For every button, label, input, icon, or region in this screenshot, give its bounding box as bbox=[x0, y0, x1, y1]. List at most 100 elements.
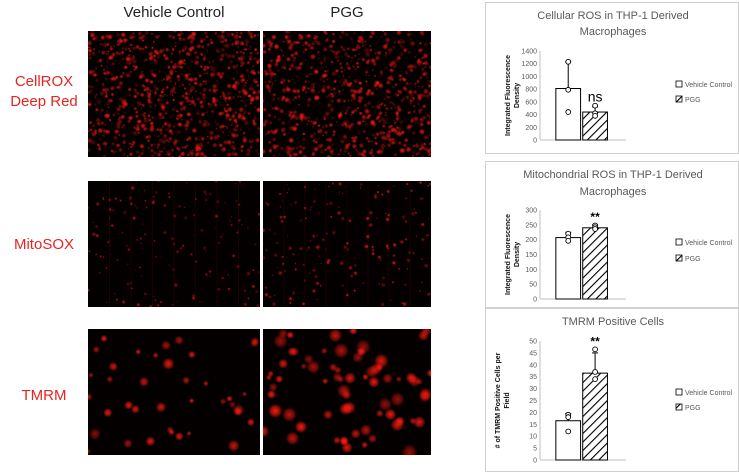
cell-spot bbox=[384, 51, 388, 55]
cell-spot bbox=[199, 38, 205, 44]
cell-spot bbox=[380, 302, 385, 307]
cell-spot bbox=[428, 134, 431, 136]
cell-spot bbox=[95, 233, 100, 238]
cell-spot bbox=[244, 81, 247, 84]
cell-spot bbox=[337, 153, 341, 157]
cell-spot bbox=[322, 46, 326, 50]
cell-spot bbox=[93, 129, 98, 133]
cell-spot bbox=[170, 52, 174, 55]
data-point bbox=[565, 238, 572, 244]
cell-spot bbox=[210, 109, 215, 114]
cell-spot bbox=[415, 150, 422, 156]
cell-spot bbox=[348, 142, 350, 145]
cell-spot bbox=[122, 34, 125, 36]
cell-spot bbox=[165, 47, 170, 52]
cell-spot bbox=[270, 77, 273, 81]
cell-spot bbox=[282, 132, 287, 137]
cell-spot bbox=[395, 416, 405, 427]
cell-spot bbox=[411, 96, 416, 101]
cell-spot bbox=[111, 209, 115, 213]
cell-spot bbox=[243, 112, 246, 115]
legend-label-vehicle-control: Vehicle Control bbox=[685, 390, 733, 397]
cell-spot bbox=[236, 114, 242, 120]
cell-spot bbox=[144, 30, 150, 36]
cell-spot bbox=[233, 152, 239, 157]
cell-spot bbox=[383, 31, 388, 37]
cell-spot bbox=[316, 234, 318, 237]
cell-spot bbox=[119, 74, 124, 79]
column-header-vehicle-control: Vehicle Control bbox=[123, 4, 225, 21]
cell-spot bbox=[368, 150, 374, 156]
cell-spot bbox=[397, 267, 401, 270]
cell-spot bbox=[226, 83, 232, 89]
cell-spot bbox=[190, 117, 193, 120]
cell-spot bbox=[381, 29, 385, 33]
cell-spot bbox=[186, 53, 189, 56]
cell-spot bbox=[283, 147, 290, 154]
cell-spot bbox=[167, 192, 171, 195]
cell-spot bbox=[218, 143, 223, 148]
cell-spot bbox=[391, 280, 395, 284]
cell-spot bbox=[377, 184, 380, 187]
cell-spot bbox=[427, 79, 429, 82]
cell-spot bbox=[214, 120, 217, 123]
cell-spot bbox=[354, 48, 358, 52]
cell-spot bbox=[291, 78, 294, 81]
cell-spot bbox=[169, 60, 174, 64]
cell-spot bbox=[212, 83, 218, 90]
cell-spot bbox=[305, 122, 309, 126]
cell-spot bbox=[329, 107, 335, 113]
cell-spot bbox=[288, 67, 292, 71]
cell-spot bbox=[246, 147, 251, 153]
cell-spot bbox=[427, 184, 430, 188]
cell-spot bbox=[240, 87, 247, 94]
cell-spot bbox=[235, 128, 238, 132]
cell-spot bbox=[239, 74, 244, 79]
cell-spot bbox=[341, 192, 344, 195]
cell-spot bbox=[91, 232, 96, 237]
cell-spot bbox=[141, 70, 144, 74]
cell-spot bbox=[295, 88, 301, 94]
m2-image bbox=[260, 29, 434, 159]
cell-spot bbox=[373, 51, 377, 55]
cell-spot bbox=[283, 66, 287, 70]
cell-spot bbox=[167, 66, 171, 70]
cell-spot bbox=[428, 116, 431, 119]
cell-spot bbox=[289, 110, 294, 115]
cell-spot bbox=[104, 46, 107, 48]
cell-spot bbox=[273, 115, 277, 119]
cell-spot bbox=[194, 90, 197, 93]
cell-spot bbox=[136, 302, 141, 307]
cell-spot bbox=[306, 360, 321, 374]
cell-spot bbox=[139, 143, 145, 149]
cell-spot bbox=[160, 105, 165, 110]
cell-spot bbox=[388, 100, 393, 105]
cell-spot bbox=[342, 89, 344, 92]
cell-spot bbox=[158, 127, 164, 133]
cell-spot bbox=[314, 94, 321, 101]
cell-spot bbox=[168, 129, 173, 134]
cell-spot bbox=[188, 29, 191, 33]
cell-spot bbox=[165, 217, 168, 220]
cell-spot bbox=[237, 203, 241, 207]
cell-spot bbox=[234, 110, 239, 115]
legend-label-vehicle-control: Vehicle Control bbox=[685, 240, 733, 247]
bar-vehicle-control bbox=[555, 420, 582, 461]
cell-spot bbox=[420, 55, 425, 60]
cell-spot bbox=[333, 79, 338, 84]
cell-spot bbox=[350, 113, 353, 117]
cell-spot bbox=[151, 116, 155, 120]
cell-spot bbox=[288, 120, 290, 123]
cell-spot bbox=[183, 87, 187, 90]
cell-spot bbox=[96, 99, 102, 105]
cell-spot bbox=[361, 441, 369, 449]
cell-spot bbox=[401, 444, 418, 461]
cell-spot bbox=[348, 75, 351, 78]
cell-spot bbox=[227, 66, 232, 70]
cell-spot bbox=[144, 126, 149, 131]
cell-spot bbox=[170, 45, 173, 48]
cell-spot bbox=[330, 94, 335, 98]
cell-spot bbox=[312, 82, 317, 86]
cell-spot bbox=[330, 98, 335, 104]
y-tick-label: 10 bbox=[529, 434, 537, 441]
